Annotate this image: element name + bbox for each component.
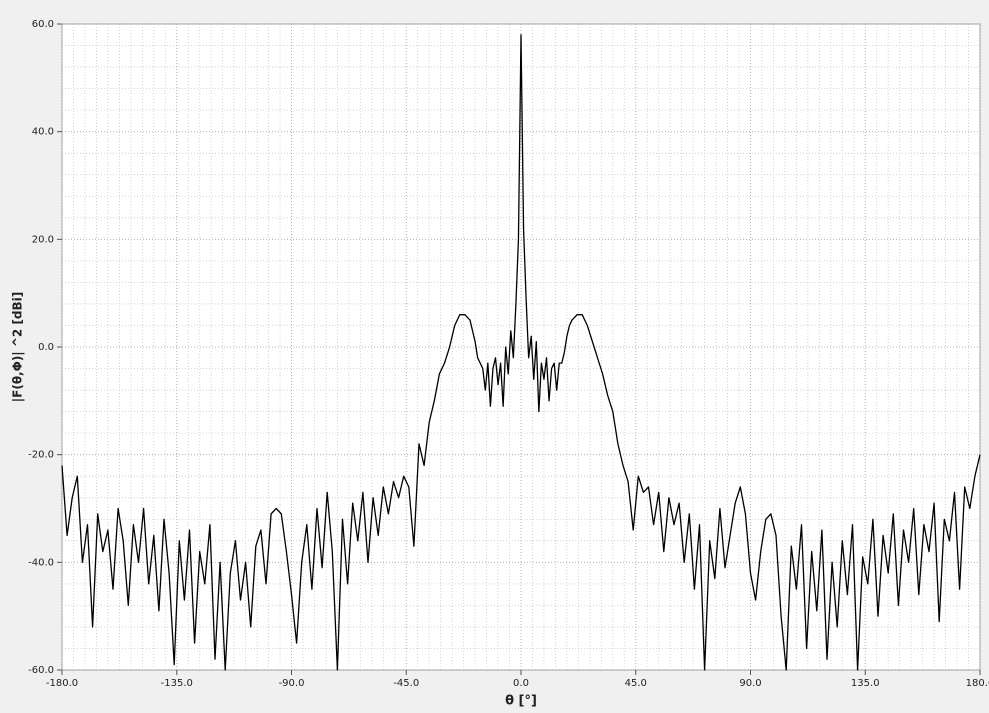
x-tick-label: -135.0 (161, 678, 193, 689)
x-tick-label: 90.0 (739, 678, 761, 689)
y-tick-label: 60.0 (32, 19, 54, 30)
y-tick-label: 0.0 (38, 342, 54, 353)
x-tick-label: -90.0 (279, 678, 305, 689)
y-tick-label: 20.0 (32, 234, 54, 245)
x-axis-label: θ [°] (505, 694, 537, 709)
ticks: -180.0 -135.0 -90.0 -45.0 0.0 45.0 90.0 135.0 18… (28, 19, 989, 689)
x-tick-label: -45.0 (393, 678, 419, 689)
x-tick-label: -180.0 (46, 678, 78, 689)
x-tick-label: 45.0 (625, 678, 647, 689)
y-tick-label: 40.0 (32, 127, 54, 138)
x-tick-label: 135.0 (851, 678, 880, 689)
y-axis-label: |F(θ,Φ)| ^2 [dBi] (11, 292, 25, 403)
y-tick-label: -60.0 (28, 665, 54, 676)
data-line (61, 34, 981, 671)
x-tick-label: 0.0 (513, 678, 529, 689)
y-tick-label: -20.0 (28, 450, 54, 461)
y-tick-label: -40.0 (28, 557, 54, 568)
x-tick-label: 180.0 (966, 678, 989, 689)
plot-lines (61, 34, 981, 671)
